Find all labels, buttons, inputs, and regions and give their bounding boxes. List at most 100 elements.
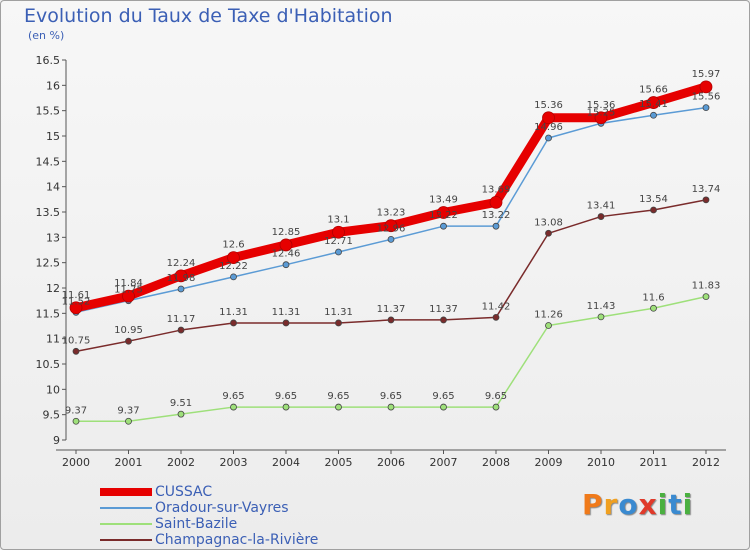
data-point: [597, 313, 605, 321]
x-tick-label: 2008: [482, 456, 510, 469]
y-tick-label: 12.5: [36, 257, 61, 270]
y-tick-label: 10.5: [36, 358, 61, 371]
legend-label: Champagnac-la-Rivière: [155, 532, 319, 548]
data-label: 10.95: [114, 325, 143, 336]
x-tick-label: 2012: [692, 456, 720, 469]
data-point: [542, 111, 555, 125]
legend-swatch: [100, 488, 152, 496]
y-tick-label: 11: [46, 333, 60, 346]
y-tick-label: 15: [46, 130, 60, 143]
x-tick-label: 2005: [325, 456, 353, 469]
x-tick-label: 2009: [535, 456, 563, 469]
legend-label: Oradour-sur-Vayres: [155, 500, 289, 516]
data-point: [545, 229, 552, 237]
y-tick-label: 14: [46, 181, 60, 194]
data-point: [69, 301, 83, 315]
data-label: 11.52: [62, 296, 91, 307]
data-point: [335, 403, 342, 411]
x-tick-label: 2001: [115, 456, 143, 469]
data-point: [594, 111, 608, 125]
data-label: 15.56: [692, 92, 721, 103]
data-label: 12.96: [377, 223, 406, 234]
y-tick-label: 12: [46, 282, 60, 295]
data-label: 13.49: [429, 195, 458, 206]
logo-letter: o: [618, 488, 639, 521]
data-label: 13.23: [377, 208, 406, 219]
data-point: [72, 417, 80, 425]
legend-label: CUSSAC: [155, 484, 213, 500]
data-point: [125, 417, 132, 425]
data-point: [384, 219, 398, 233]
legend-swatch: [100, 507, 152, 509]
logo-letter: x: [638, 488, 658, 521]
data-point: [387, 235, 395, 243]
x-tick-label: 2007: [430, 456, 458, 469]
data-label: 9.65: [380, 391, 402, 402]
logo-letter: t: [668, 488, 683, 521]
data-label: 12.6: [222, 240, 244, 251]
data-label: 11.31: [272, 307, 301, 318]
data-label: 15.41: [639, 99, 668, 110]
data-label: 10.75: [62, 335, 91, 346]
data-label: 15.36: [534, 100, 563, 111]
logo-letter: i: [657, 488, 669, 521]
data-point: [230, 319, 237, 327]
data-label: 11.6: [642, 292, 664, 303]
legend-swatch: [100, 539, 152, 541]
logo-letter: r: [603, 488, 619, 521]
data-point: [230, 273, 237, 281]
data-label: 11.83: [692, 281, 721, 292]
data-label: 9.65: [432, 391, 454, 402]
data-point: [492, 403, 500, 411]
y-tick-label: 10: [46, 383, 60, 396]
data-label: 13.74: [692, 184, 721, 195]
chart-title: Evolution du Taux de Taxe d'Habitation: [24, 5, 393, 27]
data-label: 9.65: [275, 391, 297, 402]
data-point: [492, 313, 500, 321]
data-label: 11.61: [62, 290, 91, 301]
data-point: [387, 316, 395, 324]
data-point: [177, 410, 185, 418]
data-point: [702, 196, 710, 204]
data-label: 12.22: [219, 261, 248, 272]
data-point: [647, 96, 660, 109]
data-point: [440, 316, 447, 324]
data-point: [227, 251, 240, 265]
data-point: [122, 289, 135, 303]
data-point: [492, 222, 500, 230]
y-tick-label: 9.5: [43, 409, 61, 422]
data-label: 9.65: [327, 391, 349, 402]
data-point: [335, 248, 342, 256]
data-label: 11.37: [429, 304, 458, 315]
data-point: [545, 134, 552, 142]
y-tick-label: 15.5: [36, 105, 61, 118]
data-label: 13.41: [587, 201, 616, 212]
x-tick-label: 2010: [587, 456, 615, 469]
data-label: 11.98: [167, 273, 196, 284]
data-label: 11.37: [377, 304, 406, 315]
data-point: [230, 403, 237, 411]
data-label: 15.97: [692, 69, 721, 80]
data-point: [650, 111, 657, 119]
data-label: 9.65: [485, 391, 507, 402]
data-label: 13.22: [429, 210, 458, 221]
data-point: [282, 403, 290, 411]
data-label: 11.26: [534, 309, 563, 320]
x-tick-label: 2006: [377, 456, 405, 469]
data-point: [282, 319, 290, 327]
data-point: [440, 222, 447, 230]
data-label: 15.25: [587, 107, 616, 118]
data-point: [332, 225, 345, 239]
data-point: [702, 104, 710, 112]
logo-letter: i: [682, 488, 694, 521]
legend-swatch: [100, 523, 152, 525]
data-point: [440, 403, 447, 411]
data-point: [177, 326, 185, 334]
y-tick-label: 16: [46, 79, 60, 92]
data-label: 9.37: [65, 405, 87, 416]
logo-letter: P: [582, 488, 604, 521]
data-label: 12.85: [272, 227, 301, 238]
y-tick-label: 9: [53, 434, 60, 447]
